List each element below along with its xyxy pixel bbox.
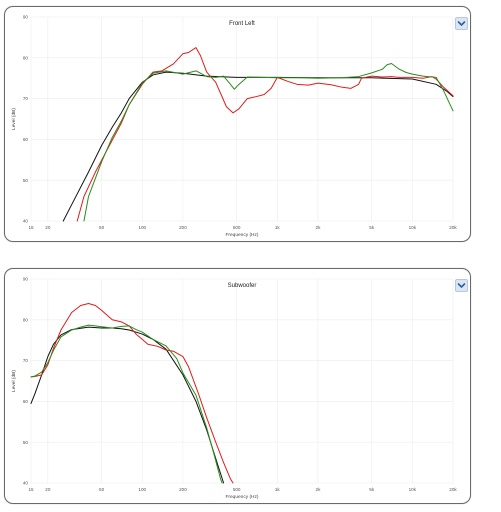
chart-title: Subwoofer [228,283,257,289]
series-line-2 [83,63,454,222]
x-tick-label: 50 [99,225,105,230]
x-tick-label: 20 [45,225,51,230]
x-tick-label: 1k [275,487,281,492]
y-tick-label: 50 [23,440,29,445]
front-left-chart: 40 50 60 70 80 90 15 20 50 100 200 500 1k 2k 5k 10k 20k F… [11,15,457,238]
x-tick-label: 200 [179,487,187,492]
x-tick-label: 500 [233,225,241,230]
front-left-chart-panel: 40 50 60 70 80 90 15 20 50 100 200 500 1k 2k 5k 10k 20k F… [4,6,471,242]
collapse-button[interactable] [455,279,468,292]
chevron-down-icon [457,21,466,26]
y-tick-label: 60 [23,137,29,142]
y-tick-label: 80 [23,55,29,60]
series-line-1 [30,302,234,484]
x-tick-label: 15 [28,225,34,230]
x-tick-label: 1k [275,225,281,230]
series-line-0 [62,71,454,222]
chevron-down-icon [457,283,466,288]
series-line-2 [30,324,223,484]
x-tick-label: 5k [369,225,375,230]
x-tick-label: 2k [316,487,322,492]
subwoofer-chart-panel: 40 50 60 70 80 90 15 20 50 100 200 500 1k 2k 5k 10k 20k S… [4,268,471,504]
y-tick-label: 90 [23,15,29,20]
x-tick-label: 100 [138,487,146,492]
x-tick-label: 20k [449,225,457,230]
y-tick-label: 60 [23,399,29,404]
chart-title: Front Left [229,21,255,27]
y-tick-label: 90 [23,277,29,282]
y-tick-label: 70 [23,358,29,363]
x-tick-label: 5k [369,487,375,492]
x-tick-label: 10k [409,487,417,492]
x-tick-label: 20k [449,487,457,492]
y-tick-label: 40 [23,219,29,224]
x-tick-label: 10k [409,225,417,230]
subwoofer-chart: 40 50 60 70 80 90 15 20 50 100 200 500 1k 2k 5k 10k 20k S… [11,277,457,500]
x-tick-label: 20 [45,487,51,492]
collapse-button[interactable] [455,17,468,30]
y-tick-label: 80 [23,317,29,322]
y-axis-label: Level (dB) [11,108,17,130]
x-tick-label: 50 [99,487,105,492]
series-line-1 [76,47,454,222]
x-axis-label: Frequency (Hz) [225,232,258,238]
y-tick-label: 40 [23,481,29,486]
x-tick-label: 100 [138,225,146,230]
x-axis-label: Frequency (Hz) [225,494,258,500]
y-tick-label: 70 [23,96,29,101]
y-tick-label: 50 [23,178,29,183]
y-axis-label: Level (dB) [11,370,17,392]
x-tick-label: 200 [179,225,187,230]
series-line-0 [30,326,225,484]
x-tick-label: 500 [233,487,241,492]
x-tick-label: 2k [316,225,322,230]
x-tick-label: 15 [28,487,34,492]
